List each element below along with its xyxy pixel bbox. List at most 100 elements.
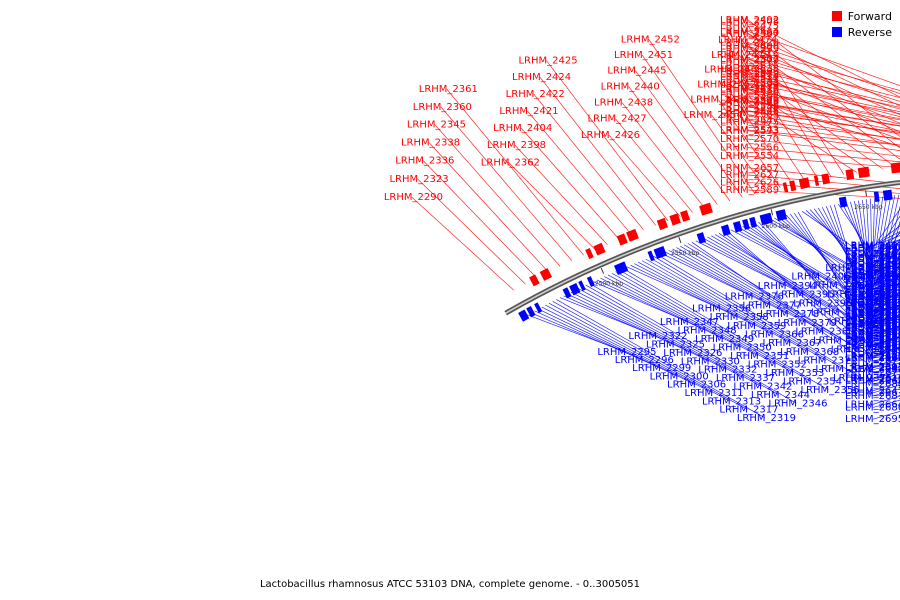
leader-line [829,205,874,327]
leader-line [537,308,678,377]
leader-line [747,21,900,98]
gene-label: LRHM_2350 [713,342,772,353]
gene-label: LRHM_2322 [628,331,687,342]
reverse-gene [578,280,586,292]
gene-label: LRHM_2413 [845,335,900,346]
reverse-gene [586,276,595,287]
gene-label: LRHM_2475 [720,21,779,32]
leader-line [872,235,900,247]
gene-label: LRHM_2463 [704,65,763,76]
forward-gene [798,177,811,190]
gene-label: LRHM_2695 [845,414,900,425]
gene-label: LRHM_2467 [845,253,900,264]
gene-label: LRHM_2494 [845,240,900,251]
gene-label: LRHM_2445 [607,66,666,77]
leader-line [747,114,900,140]
leader-line [556,299,766,419]
forward-gene [789,180,797,192]
gene-label: LRHM_2595 [845,296,900,307]
gene-label: LRHM_2514 [720,72,779,83]
leader-line [615,271,794,374]
gene-label: LRHM_2647 [845,386,900,397]
leader-line [417,178,526,285]
reverse-gene [749,216,758,228]
leader-line [747,147,900,163]
gene-label: LRHM_2395 [776,290,835,301]
leader-line [747,110,900,133]
gene-label: LRHM_2300 [650,371,709,382]
gene-label: LRHM_2628 [845,329,900,340]
leader-line [872,215,900,258]
gene-label: LRHM_2379 [778,318,837,329]
leader-line [638,261,774,335]
leader-line [546,60,669,222]
gene-label: LRHM_2447 [845,298,900,309]
gene-label: LRHM_2398 [487,140,546,151]
leader-line [608,134,681,217]
gene-label: LRHM_2626 [720,177,779,188]
reverse-gene [562,287,572,299]
gene-label: LRHM_2469 [845,272,900,283]
gene-label: LRHM_2418 [845,291,900,302]
leader-line [872,248,900,276]
gene-label: LRHM_2352 [748,359,807,370]
gene-label: LRHM_2540 [845,316,900,327]
gene-label: LRHM_2585 [720,110,779,121]
gene-label: LRHM_2441 [845,250,900,261]
gene-label: LRHM_2572 [845,279,900,290]
gene-label: LRHM_2581 [845,265,900,276]
gene-label: LRHM_2563 [845,283,900,294]
gene-label: LRHM_2480 [720,42,779,53]
gene-label: LRHM_2587 [845,309,900,320]
gene-label: LRHM_2526 [845,323,900,334]
leader-line [866,199,874,322]
gene-label: LRHM_2589 [720,185,779,196]
gene-label: LRHM_2507 [720,29,779,40]
gene-label: LRHM_2637 [845,340,900,351]
leader-line [581,286,762,387]
gene-label: LRHM_2422 [506,89,565,100]
gene-label: LRHM_2464 [845,313,900,324]
leader-line [691,241,874,368]
gene-label: LRHM_2686 [845,402,900,413]
reverse-gene [838,196,848,208]
gene-label: LRHM_2452 [621,34,680,45]
gene-label: LRHM_2523 [845,313,900,324]
leader-line [508,162,596,251]
gene-label: LRHM_2603 [845,362,900,373]
leader-line [785,214,874,315]
leader-line [730,229,820,277]
leader-line [707,236,840,313]
leader-line [657,254,862,379]
legend-reverse: Reverse [831,24,892,40]
gene-label: LRHM_2561 [845,262,900,273]
gene-label: LRHM_2409 [845,298,900,309]
gene-label: LRHM_2474 [718,35,777,46]
leader-line [715,234,874,331]
leader-line [604,276,741,348]
gene-label: LRHM_2568 [845,337,900,348]
gene-label: LRHM_2529 [720,96,779,107]
gene-label: LRHM_2457 [845,265,900,276]
gene-label: LRHM_2461 [845,304,900,315]
gene-label: LRHM_2549 [720,96,779,107]
gene-label: LRHM_2458 [845,275,900,286]
gene-label: LRHM_2326 [663,348,722,359]
gene-label: LRHM_2553 [845,289,900,300]
reverse-gene [647,250,655,262]
forward-gene [890,162,900,174]
gene-label: LRHM_2449 [845,317,900,328]
gene-label: LRHM_2356 [692,304,751,315]
reverse-gene [613,261,629,275]
reverse-gene [873,191,880,202]
gene-label: LRHM_2594 [845,285,900,296]
leader-line [825,206,874,318]
reverse-gene [775,209,788,222]
leader-line [747,58,900,98]
forward-gene [699,202,713,216]
forward-swatch [831,11,842,21]
forward-gene [821,173,831,185]
leader-line [664,251,771,306]
leader-line [585,284,780,396]
